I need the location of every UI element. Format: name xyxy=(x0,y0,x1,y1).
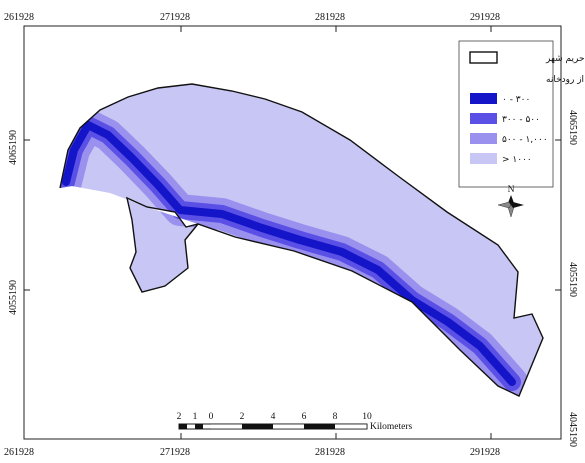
coord-left-1: 4065190 xyxy=(8,130,19,165)
coord-right-1: 4065190 xyxy=(567,110,578,145)
coord-top-1: 261928 xyxy=(4,12,34,23)
legend-item-3: > ۱۰۰۰ xyxy=(502,155,532,165)
coord-top-2: 271928 xyxy=(160,12,190,23)
scale-tick-0: 2 xyxy=(177,412,182,422)
coord-right-3: 4045190 xyxy=(567,412,578,447)
coord-top-3: 281928 xyxy=(315,12,345,23)
scale-tick-7: 10 xyxy=(362,412,372,422)
coord-bottom-3: 281928 xyxy=(315,447,345,458)
scale-unit: Kilometers xyxy=(370,422,413,432)
scale-tick-1: 1 xyxy=(193,412,198,422)
scale-tick-6: 8 xyxy=(333,412,338,422)
buffer-0-300 xyxy=(62,121,516,386)
scale-tick-5: 6 xyxy=(302,412,307,422)
river-buffers xyxy=(60,109,528,396)
legend-swatch-0 xyxy=(470,93,497,104)
scale-tick-4: 4 xyxy=(271,412,276,422)
coord-bottom-4: 291928 xyxy=(470,447,500,458)
legend-boundary-swatch xyxy=(469,51,498,64)
coord-top-4: 291928 xyxy=(470,12,500,23)
city-boundary-outline xyxy=(59,83,544,397)
frame-ticks xyxy=(24,26,561,439)
legend-swatch-3 xyxy=(470,153,497,164)
legend-swatch-2 xyxy=(470,133,497,144)
legend-swatch-1 xyxy=(470,113,497,124)
legend-item-1: ۳۰۰ - ۵۰۰ xyxy=(502,115,540,125)
coord-left-2: 4055190 xyxy=(8,280,19,315)
coord-right-2: 4055190 xyxy=(567,262,578,297)
scale-tick-2: 0 xyxy=(209,412,214,422)
legend-boundary-label: حریم شهر xyxy=(545,54,585,64)
legend-subtitle: فاصله از رودخانه xyxy=(546,75,585,85)
legend: حریم شهر فاصله از رودخانه ۰ - ۳۰۰ ۳۰۰ - … xyxy=(458,40,585,188)
map-frame xyxy=(23,25,562,440)
scale-bar: 2 1 0 2 4 6 8 10 Kilometers xyxy=(177,412,413,432)
north-arrow-icon: N xyxy=(497,185,524,218)
coord-bottom-1: 261928 xyxy=(4,447,34,458)
legend-item-0: ۰ - ۳۰۰ xyxy=(502,95,530,105)
north-label: N xyxy=(508,185,515,195)
legend-item-2: ۵۰۰ - ۱,۰۰۰ xyxy=(502,135,548,145)
coord-bottom-2: 271928 xyxy=(160,447,190,458)
scale-tick-3: 2 xyxy=(240,412,245,422)
